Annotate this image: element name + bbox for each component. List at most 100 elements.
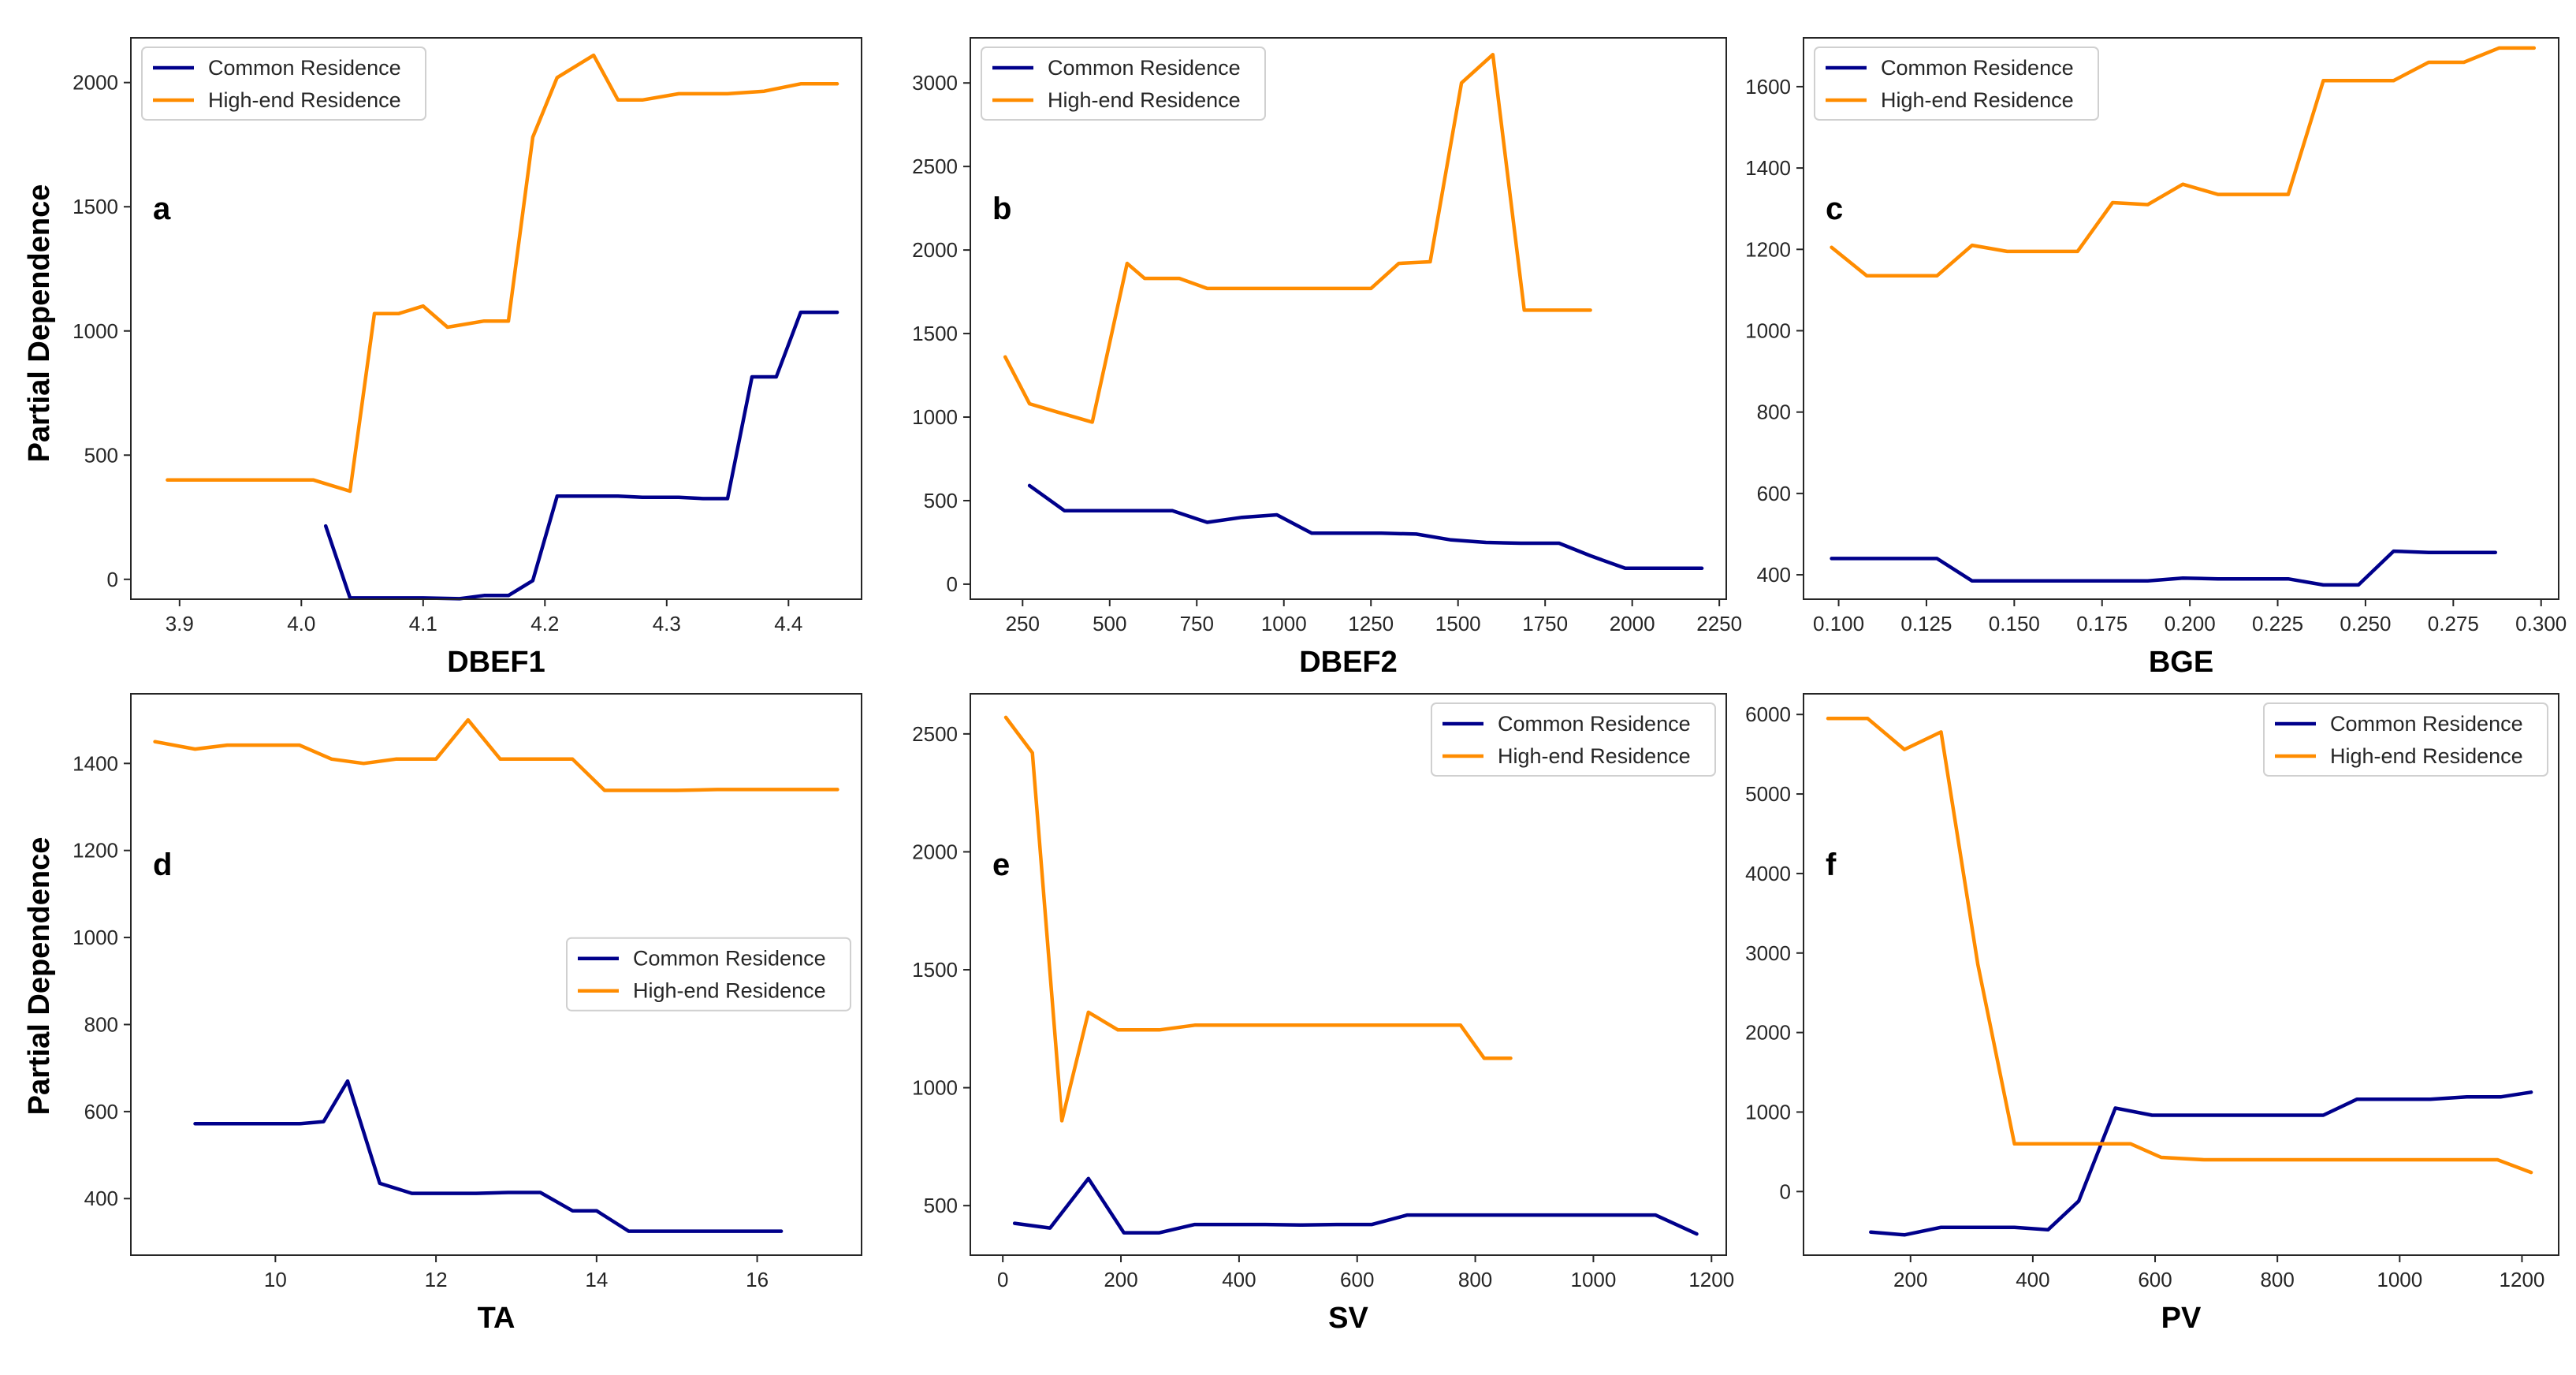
x-tick-label: 1750: [1522, 612, 1568, 635]
x-tick-label: 0.125: [1900, 612, 1952, 635]
axes-frame-f: [1803, 693, 2559, 1256]
x-axis-label-e: SV: [1328, 1302, 1368, 1335]
highend-residence-line-b: [1003, 52, 1592, 424]
panel-letter-b: b: [992, 192, 1011, 226]
panel-letter-d: d: [153, 848, 172, 882]
y-tick-label: 500: [924, 489, 958, 512]
axes-frame-c: [1803, 37, 2559, 600]
legend-c: Common Residence High-end Residence: [1814, 47, 2099, 121]
legend-box: [1431, 702, 1716, 777]
x-tick-label: 4.0: [287, 612, 315, 635]
panel-letter-e: e: [992, 848, 1010, 882]
y-tick-label: 3000: [1745, 941, 1791, 965]
x-tick-label: 0.200: [2165, 612, 2216, 635]
y-tick-label: 2000: [73, 71, 118, 95]
y-tick-label: 2000: [912, 840, 958, 863]
y-tick-label: 1500: [73, 195, 118, 218]
x-tick-label: 2000: [1610, 612, 1655, 635]
highend-residence-line-d: [153, 717, 839, 792]
y-tick-label: 2000: [1745, 1021, 1791, 1045]
panel-letter-c: c: [1826, 192, 1843, 226]
x-tick-label: 2250: [1696, 612, 1742, 635]
legend-label-highend: High-end Residence: [1881, 88, 2074, 112]
legend-a: Common Residence High-end Residence: [141, 47, 426, 121]
x-tick-label: 200: [1104, 1268, 1137, 1291]
x-axis-label-c: BGE: [2149, 646, 2213, 679]
y-tick-label: 2500: [912, 155, 958, 178]
y-tick-label: 800: [84, 1012, 118, 1036]
y-tick-label: 0: [947, 572, 958, 596]
y-tick-label: 1200: [73, 839, 118, 863]
legend-e: Common Residence High-end Residence: [1431, 702, 1716, 777]
x-tick-label: 0.250: [2340, 612, 2391, 635]
y-tick-label: 1400: [73, 751, 118, 775]
highend-residence-line-e: [1003, 715, 1513, 1123]
x-tick-label: 4.1: [409, 612, 437, 635]
chart-panel-d: 10 12 14 16 400 600 800 1000 1200 1400 TA d Common R…: [73, 693, 862, 1335]
legend-label-common: Common Residence: [1498, 712, 1691, 736]
common-residence-line-f: [1869, 1090, 2533, 1237]
legend-label-highend: High-end Residence: [2330, 744, 2523, 768]
x-tick-label: 1000: [2377, 1268, 2422, 1291]
y-tick-label: 400: [1757, 563, 1791, 587]
y-tick-label: 0: [107, 568, 118, 591]
x-tick-label: 0.150: [1989, 612, 2040, 635]
x-axis-label-b: DBEF2: [1299, 646, 1398, 679]
y-tick-label: 1000: [73, 926, 118, 949]
y-tick-label: 1200: [1745, 237, 1791, 261]
y-tick-label: 1000: [1745, 1100, 1791, 1123]
legend-label-common: Common Residence: [633, 947, 826, 971]
y-tick-label: 1000: [912, 1076, 958, 1100]
highend-residence-line-a: [166, 53, 839, 494]
x-tick-label: 0.275: [2428, 612, 2479, 635]
axes-frame-b: [970, 37, 1727, 600]
x-tick-label: 16: [746, 1268, 769, 1291]
y-tick-label: 500: [84, 443, 118, 467]
x-tick-label: 0.175: [2076, 612, 2127, 635]
y-tick-label: 6000: [1745, 702, 1791, 726]
x-tick-label: 1200: [2500, 1268, 2545, 1291]
y-tick-label: 1000: [912, 405, 958, 429]
x-tick-label: 14: [585, 1268, 608, 1291]
x-tick-label: 800: [2260, 1268, 2294, 1291]
highend-residence-line-c: [1830, 46, 2537, 278]
x-tick-label: 1000: [1571, 1268, 1617, 1291]
common-residence-line-d: [193, 1079, 784, 1233]
x-tick-label: 0.100: [1813, 612, 1864, 635]
common-residence-line-c: [1830, 549, 2498, 587]
x-tick-label: 12: [425, 1268, 448, 1291]
panel-letter-f: f: [1826, 848, 1837, 882]
x-tick-label: 500: [1093, 612, 1126, 635]
y-tick-label: 600: [84, 1100, 118, 1123]
axes-frame-a: [130, 37, 862, 600]
highend-residence-line-f: [1826, 717, 2533, 1175]
x-tick-label: 4.3: [653, 612, 681, 635]
chart-panel-b: 250 500 750 1000 1250 1500 1750 2000 2250 0 500 100…: [912, 37, 1742, 679]
x-axis-label-f: PV: [2161, 1302, 2202, 1335]
legend-label-highend: High-end Residence: [1498, 744, 1691, 768]
y-tick-label: 1500: [912, 322, 958, 345]
legend-box: [141, 47, 426, 121]
ylabel-row1: Partial Dependence: [23, 184, 56, 463]
y-tick-label: 1000: [73, 319, 118, 343]
y-tick-label: 1400: [1745, 156, 1791, 180]
legend-b: Common Residence High-end Residence: [981, 47, 1266, 121]
legend-label-highend: High-end Residence: [208, 88, 401, 112]
legend-label-common: Common Residence: [1048, 56, 1241, 80]
x-tick-label: 400: [1222, 1268, 1256, 1291]
x-axis-label-a: DBEF1: [447, 646, 545, 679]
x-tick-label: 600: [2138, 1268, 2172, 1291]
legend-label-common: Common Residence: [208, 56, 401, 80]
y-tick-label: 1500: [912, 958, 958, 982]
x-tick-label: 1500: [1435, 612, 1481, 635]
x-tick-label: 1000: [1261, 612, 1307, 635]
chart-panel-e: 0 200 400 600 800 1000 1200 500 1000 1500 2000 2500…: [912, 693, 1734, 1335]
chart-panel-a: 3.9 4.0 4.1 4.2 4.3 4.4 0 500 1000 1500 2000 DBEF1 a…: [73, 37, 862, 679]
x-tick-label: 1200: [1688, 1268, 1734, 1291]
x-tick-label: 200: [1893, 1268, 1927, 1291]
y-tick-label: 0: [1780, 1179, 1791, 1203]
chart-panel-f: 200 400 600 800 1000 1200 0 1000 2000 3000 4000 500…: [1745, 693, 2559, 1335]
x-tick-label: 10: [264, 1268, 287, 1291]
y-tick-label: 3000: [912, 71, 958, 95]
